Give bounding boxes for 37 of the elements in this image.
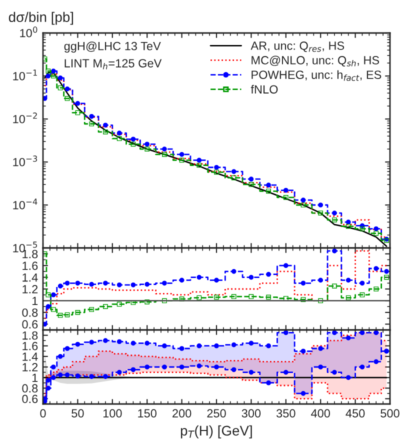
chart-title: dσ/bin [pb] [8,12,74,25]
annotation: ggH@LHC 13 TeV [64,42,161,53]
x-tick-label: 350 [276,409,296,418]
y-tick-label: 10$^{0}$ [20,26,38,38]
y-tick-label: 1.2 [22,285,38,294]
y-tick-label: 0.8 [22,308,38,317]
x-tick-label: 300 [242,409,261,418]
x-tick-label: 500 [380,409,400,418]
y-tick-label: 10$^{−1}$ [13,70,37,80]
x-tick-label: 400 [311,409,330,418]
x-tick-label: 150 [138,409,156,418]
y-tick-label: 0.6 [22,394,38,404]
legend-label: fNLO [250,84,278,94]
x-tick-label: 50 [72,409,84,418]
y-tick-label: 1.8 [22,331,38,340]
x-tick-label: 450 [346,409,365,418]
y-tick-label: 10$^{−2}$ [13,112,37,124]
y-tick-label: 1.6 [22,262,38,270]
y-tick-label: 1.4 [22,352,38,361]
y-tick-label: 10$^{−4}$ [13,198,38,210]
x-tick-label: 0 [40,409,46,418]
annotation: LINT M$_{h}$=125 GeV [64,59,162,70]
y-tick-label: 1 [32,374,38,382]
x-tick-label: 250 [207,409,226,418]
y-tick-label: 1.2 [22,363,38,372]
y-tick-label: 0.8 [22,384,38,393]
y-tick-label: 1 [32,296,38,305]
x-axis-title: p$_{T}$(H) [GeV] [180,425,252,438]
x-tick-label: 100 [103,409,122,418]
y-tick-label: 1.4 [22,273,38,282]
legend-label: AR, unc: Q$_{res}$, HS [250,42,344,52]
legend-label: MC@NLO, unc: Q$_{sh}$, HS [252,56,380,67]
x-tick-label: 200 [172,409,192,418]
y-tick-label: 0.6 [22,320,38,329]
y-tick-label: 1.6 [22,342,38,350]
legend-label: POWHEG, unc: h$_{fact}$, ES [252,70,382,81]
y-tick-label: 10$^{−3}$ [13,156,38,166]
